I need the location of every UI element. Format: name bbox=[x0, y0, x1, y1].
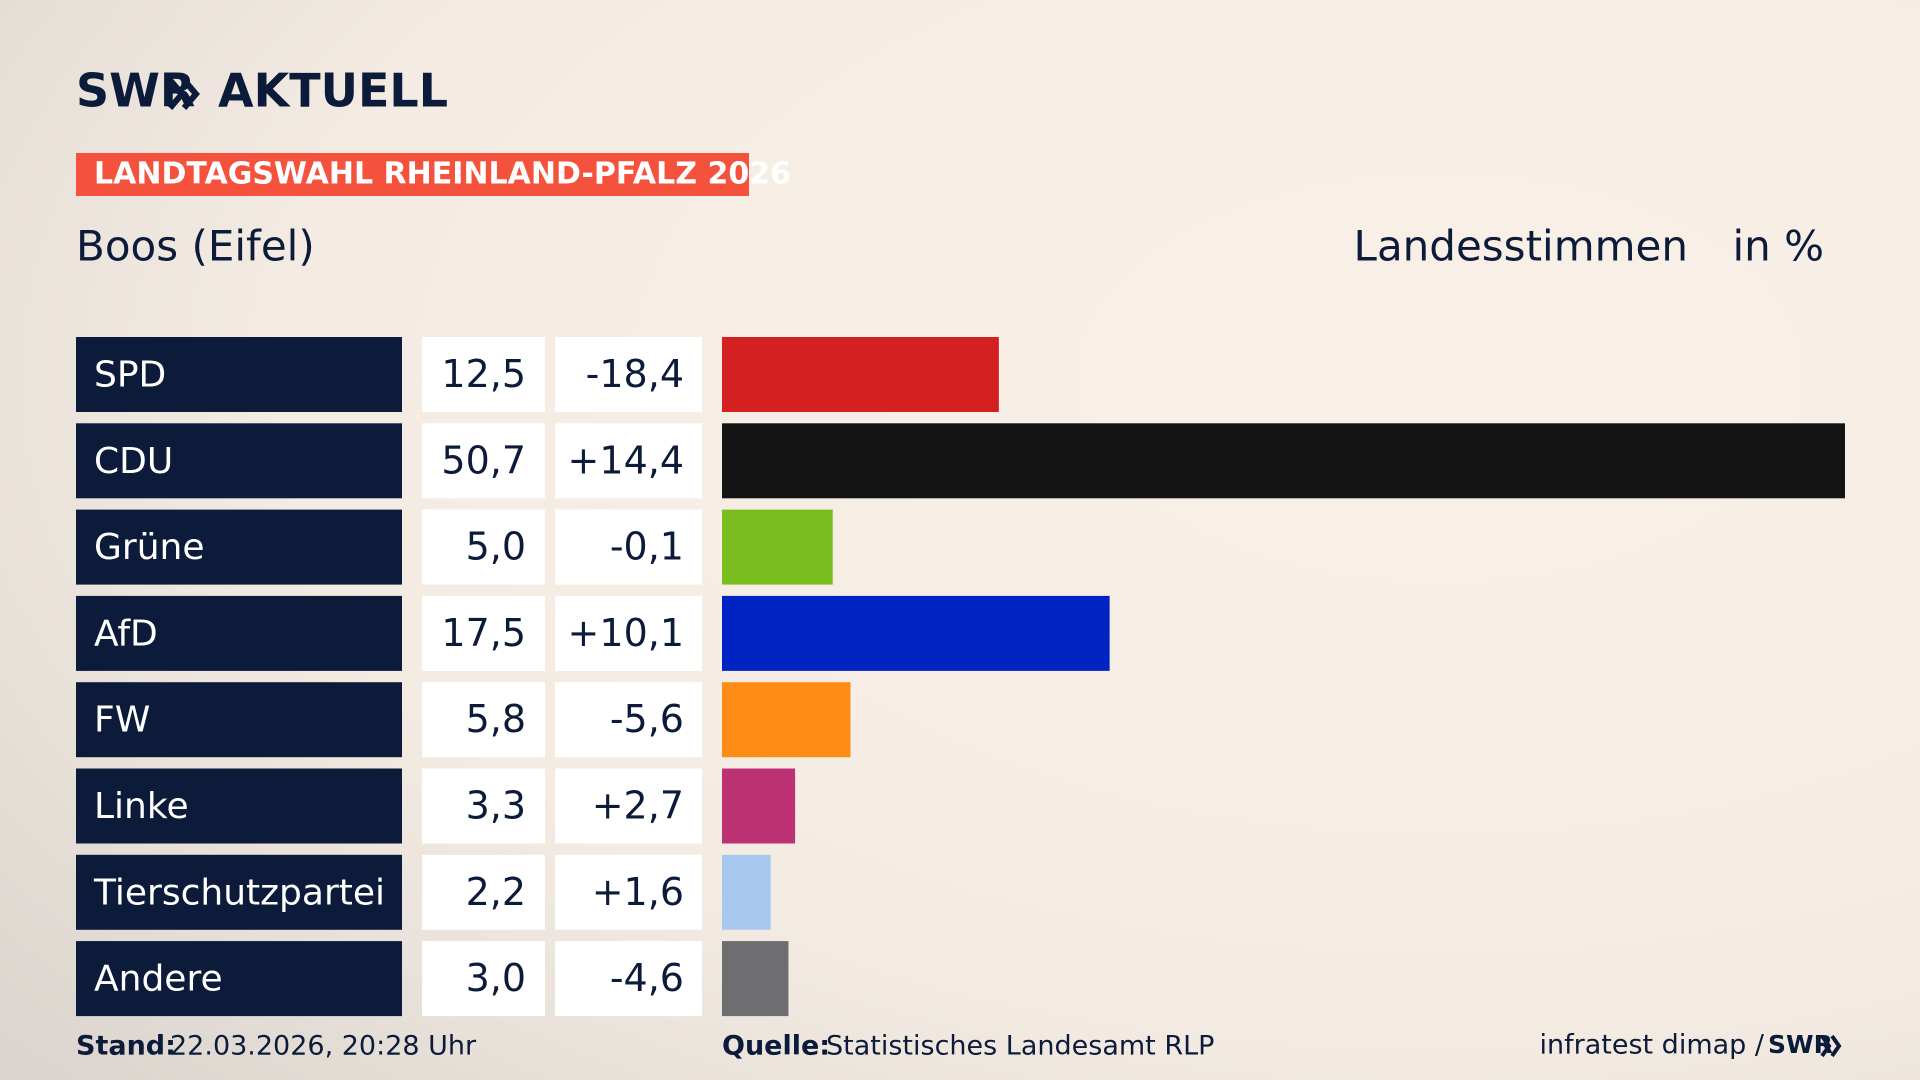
chart-subtitle: Landesstimmen bbox=[1354, 222, 1688, 271]
change-label: -0,1 bbox=[610, 525, 684, 569]
change-label: +2,7 bbox=[592, 784, 684, 828]
value-label: 3,0 bbox=[466, 956, 526, 1000]
bar bbox=[722, 768, 796, 844]
change-box bbox=[555, 595, 702, 671]
banner bbox=[76, 153, 749, 196]
source: Statistisches Landesamt RLP bbox=[826, 1031, 1214, 1062]
party-box bbox=[76, 682, 402, 758]
party-box bbox=[76, 768, 402, 844]
bar bbox=[722, 337, 999, 412]
value-label: 5,8 bbox=[466, 697, 526, 741]
value-box bbox=[422, 423, 545, 499]
change-box bbox=[555, 854, 702, 930]
party-box bbox=[76, 337, 402, 412]
value-label: 50,7 bbox=[441, 438, 526, 482]
banner-text: LANDTAGSWAHL RHEINLAND-PFALZ 2026 bbox=[94, 157, 791, 192]
stand-label: Stand: bbox=[76, 1031, 176, 1062]
party-box bbox=[76, 423, 402, 499]
change-label: +10,1 bbox=[568, 611, 684, 655]
party-name: SPD bbox=[94, 355, 166, 396]
value-box bbox=[422, 509, 545, 585]
bar bbox=[722, 423, 1845, 499]
stand: 22.03.2026, 20:28 Uhr bbox=[170, 1031, 477, 1062]
bar bbox=[722, 509, 833, 585]
value-box bbox=[422, 768, 545, 844]
value-label: 5,0 bbox=[466, 525, 526, 569]
logo: AKTUELL bbox=[218, 64, 448, 118]
change-label: -4,6 bbox=[610, 956, 684, 1000]
party-name: CDU bbox=[94, 441, 173, 482]
party-name: Grüne bbox=[94, 527, 204, 568]
chart-title: Boos (Eifel) bbox=[76, 222, 315, 271]
value-box bbox=[422, 854, 545, 930]
value-label: 17,5 bbox=[441, 611, 526, 655]
party-name: Tierschutzpartei bbox=[93, 872, 385, 913]
value-box bbox=[422, 941, 545, 1017]
bar bbox=[722, 595, 1110, 671]
value-box bbox=[422, 595, 545, 671]
change-box bbox=[555, 337, 702, 412]
party-box bbox=[76, 509, 402, 585]
credit-chevrons bbox=[1820, 1034, 1842, 1058]
change-box bbox=[555, 682, 702, 758]
value-box bbox=[422, 682, 545, 758]
party-name: Linke bbox=[94, 786, 189, 827]
party-box bbox=[76, 854, 402, 930]
change-box bbox=[555, 423, 702, 499]
party-name: FW bbox=[94, 700, 150, 741]
party-box bbox=[76, 941, 402, 1017]
change-box bbox=[555, 768, 702, 844]
value-box bbox=[422, 337, 545, 412]
bar bbox=[722, 682, 851, 758]
change-label: +14,4 bbox=[568, 438, 684, 482]
value-label: 3,3 bbox=[466, 784, 526, 828]
bar bbox=[722, 854, 771, 930]
credit: infratest dimap / bbox=[1539, 1030, 1764, 1061]
change-label: -5,6 bbox=[610, 697, 684, 741]
change-label: +1,6 bbox=[592, 870, 684, 914]
logo-chevrons bbox=[167, 78, 200, 110]
value-label: 2,2 bbox=[466, 870, 526, 914]
party-name: Andere bbox=[94, 959, 223, 1000]
value-label: 12,5 bbox=[441, 352, 526, 396]
unit-label: in % bbox=[1732, 222, 1824, 271]
change-box bbox=[555, 941, 702, 1017]
change-label: -18,4 bbox=[586, 352, 684, 396]
party-box bbox=[76, 595, 402, 671]
party-name: AfD bbox=[94, 613, 158, 654]
change-box bbox=[555, 509, 702, 585]
bar bbox=[722, 941, 789, 1017]
source-label: Quelle: bbox=[722, 1031, 830, 1062]
